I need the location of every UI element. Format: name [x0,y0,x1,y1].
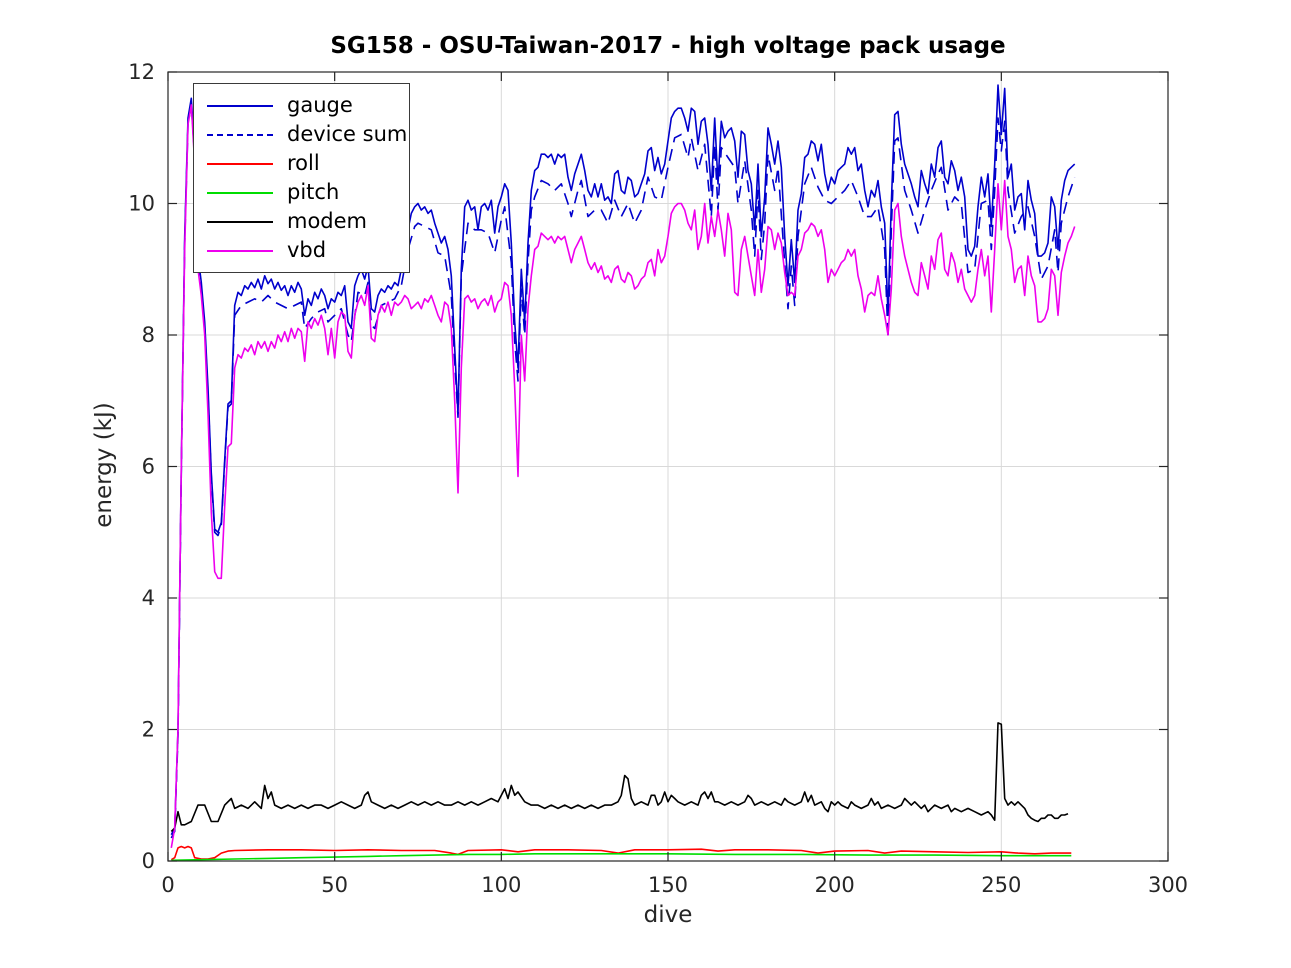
x-tick-label: 50 [321,873,348,897]
legend-line-sample [207,162,273,165]
legend-label: device sum [287,122,408,146]
legend-label: modem [287,209,368,233]
x-tick-label: 150 [648,873,688,897]
y-tick-label: 10 [128,192,155,216]
legend-entry-gauge: gauge [194,91,409,120]
legend-entry-roll: roll [194,149,409,178]
legend-label: pitch [287,180,340,204]
x-axis-label: dive [643,902,693,928]
y-tick-label: 8 [142,323,155,347]
x-tick-label: 250 [981,873,1021,897]
x-tick-label: 300 [1148,873,1188,897]
legend-entry-modem: modem [194,207,409,236]
chart-title: SG158 - OSU-Taiwan-2017 - high voltage p… [330,33,1006,59]
legend-line-sample [207,220,273,223]
y-axis-label: energy (kJ) [91,402,117,528]
legend-label: roll [287,151,320,175]
legend-line-sample [207,133,273,136]
series-device-sum [170,104,1076,839]
y-tick-label: 0 [142,849,155,873]
legend-entry-pitch: pitch [194,178,409,207]
legend-line-sample [207,191,273,194]
series-modem [170,722,1069,832]
x-tick-label: 100 [481,873,521,897]
series-vbd [170,104,1076,849]
series-pitch [171,852,1072,862]
legend-line-sample [207,104,273,107]
legend-label: vbd [287,238,327,262]
series-roll [170,845,1072,861]
series-gauge [170,84,1076,836]
y-tick-label: 2 [142,718,155,742]
legend-entry-device-sum: device sum [194,120,409,149]
legend-line-sample [207,249,273,252]
legend: gauge device sum roll pitch modem vbd [193,83,410,273]
x-tick-label: 200 [815,873,855,897]
legend-label: gauge [287,93,353,117]
x-tick-label: 0 [161,873,174,897]
legend-entry-vbd: vbd [194,236,409,265]
y-tick-label: 6 [142,455,155,479]
y-tick-label: 4 [142,586,155,610]
y-tick-label: 12 [128,60,155,84]
